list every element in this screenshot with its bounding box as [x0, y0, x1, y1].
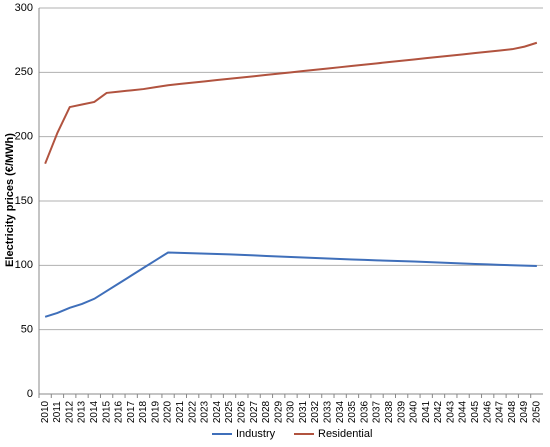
x-tick-label: 2017 [126, 400, 137, 423]
x-tick-label: 2043 [445, 400, 456, 423]
x-tick-label: 2011 [52, 401, 63, 423]
x-tick-label: 2041 [421, 400, 432, 423]
x-tick-label: 2018 [138, 400, 149, 423]
x-tick-label: 2033 [323, 400, 334, 423]
x-tick-label: 2014 [89, 400, 100, 423]
x-tick-label: 2042 [433, 400, 444, 423]
x-tick-label: 2027 [249, 400, 260, 423]
x-tick-label: 2031 [298, 400, 309, 423]
x-tick-label: 2037 [372, 400, 383, 423]
y-tick-label: 200 [15, 131, 33, 143]
x-tick-label: 2026 [236, 400, 247, 423]
y-tick-label: 50 [21, 324, 33, 336]
y-tick-label: 300 [15, 2, 33, 14]
y-tick-label: 250 [15, 66, 33, 78]
x-tick-label: 2045 [470, 400, 481, 423]
x-tick-label: 2028 [261, 400, 272, 423]
x-tick-label: 2023 [200, 400, 211, 423]
x-tick-label: 2024 [212, 400, 223, 423]
x-tick-label: 2034 [335, 400, 346, 423]
line [44, 251, 537, 318]
y-axis-label: Electricity prices (€/MWh) [4, 133, 16, 267]
x-tick-label: 2012 [64, 400, 75, 423]
x-tick-label: 2020 [163, 400, 174, 423]
legend-label: Residential [318, 428, 372, 440]
legend-label: Industry [236, 428, 276, 440]
x-tick-label: 2015 [101, 400, 112, 423]
x-tick-label: 2050 [531, 400, 542, 423]
x-tick-label: 2035 [347, 400, 358, 423]
x-tick-label: 2032 [310, 400, 321, 423]
x-tick-label: 2013 [77, 400, 88, 423]
x-tick-label: 2048 [507, 400, 518, 423]
x-tick-label: 2022 [187, 400, 198, 423]
x-tick-label: 2016 [114, 400, 125, 423]
x-tick-label: 2030 [286, 400, 297, 423]
x-tick-label: 2025 [224, 400, 235, 423]
x-tick-label: 2029 [273, 400, 284, 423]
x-tick-label: 2044 [458, 400, 469, 423]
x-tick-label: 2038 [384, 400, 395, 423]
x-tick-label: 2010 [40, 400, 51, 423]
y-tick-label: 100 [15, 259, 33, 271]
x-tick-label: 2021 [175, 400, 186, 423]
y-tick-label: 150 [15, 195, 33, 207]
y-tick-label: 0 [27, 388, 33, 400]
x-tick-label: 2040 [409, 400, 420, 423]
line [44, 41, 538, 165]
x-tick-label: 2047 [495, 400, 506, 423]
x-tick-label: 2049 [519, 400, 530, 423]
x-tick-label: 2046 [482, 400, 493, 423]
x-tick-label: 2039 [396, 400, 407, 423]
x-tick-label: 2019 [150, 400, 161, 423]
x-tick-label: 2036 [359, 400, 370, 423]
